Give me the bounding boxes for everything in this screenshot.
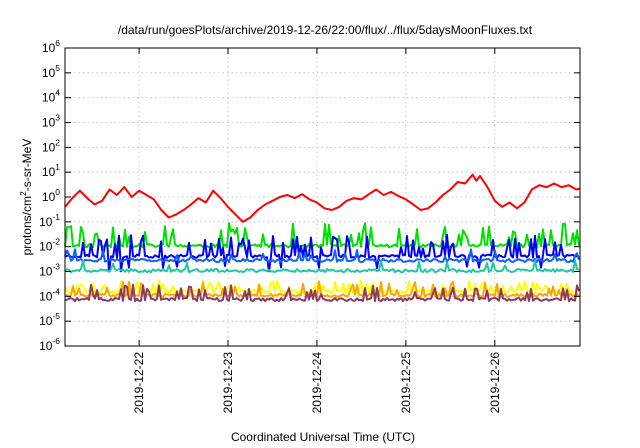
y-axis-label-part2: -s-sr-MeV [20, 139, 34, 192]
series-line [64, 283, 580, 303]
x-tick-label: 2019-12-23 [221, 352, 235, 414]
plot-frame [64, 47, 581, 347]
series-line [64, 259, 580, 274]
x-tick-label: 2019-12-22 [132, 352, 146, 414]
x-tick-label: 2019-12-24 [310, 352, 324, 414]
y-tick-label: 10-5 [39, 311, 60, 328]
x-tick-label: 2019-12-26 [488, 352, 502, 414]
y-tick-label: 10-3 [39, 262, 60, 279]
y-axis-ticks: 10-6 10-5 10-4 10-3 10-2 10-1 100 101 102 103 104 1… [39, 38, 580, 353]
y-tick-label: 101 [42, 162, 60, 179]
y-tick-label: 10-1 [39, 212, 60, 229]
y-tick-label: 10-4 [39, 286, 60, 303]
grid-lines [65, 48, 580, 346]
x-axis-label: Coordinated Universal Time (UTC) [231, 430, 415, 444]
series-line [64, 248, 580, 264]
y-tick-label: 102 [42, 137, 60, 154]
series-lines [64, 173, 581, 303]
y-tick-label: 103 [42, 113, 60, 130]
y-tick-label: 105 [42, 63, 60, 80]
series-line [64, 233, 580, 273]
chart-title: /data/run/goesPlots/archive/2019-12-26/2… [118, 23, 533, 37]
y-tick-label: 104 [42, 88, 60, 105]
y-tick-label: 100 [42, 187, 60, 204]
y-axis-label-sup: 2 [18, 191, 28, 196]
y-tick-label: 106 [42, 38, 60, 55]
x-tick-label: 2019-12-25 [399, 352, 413, 414]
y-axis-label-part1: protons/cm [20, 196, 34, 255]
x-axis-ticks: 2019-12-22 2019-12-23 2019-12-24 2019-12-25… [132, 48, 502, 413]
series-line [64, 222, 580, 249]
y-tick-label: 10-2 [39, 237, 60, 254]
series-line [64, 173, 581, 223]
series-line [64, 279, 580, 294]
y-axis-label: protons/cm2-s-sr-MeV [18, 139, 34, 256]
y-tick-label: 10-6 [39, 336, 60, 353]
